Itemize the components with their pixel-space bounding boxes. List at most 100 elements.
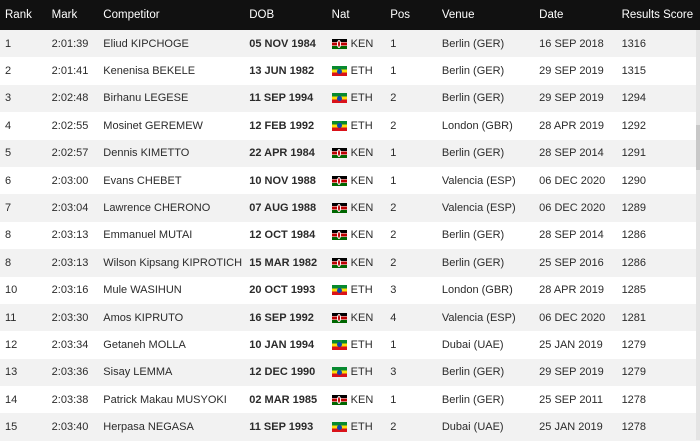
cell-competitor[interactable]: Mule WASIHUN	[103, 284, 182, 297]
cell-date: 06 DEC 2020	[539, 174, 606, 187]
header-venue[interactable]: Venue	[441, 9, 475, 21]
ethiopia-flag-icon	[331, 285, 347, 296]
cell-rank: 12	[5, 338, 18, 351]
cell-competitor[interactable]: Patrick Makau MUSYOKI	[103, 393, 227, 406]
cell-dob: 07 AUG 1988	[249, 202, 317, 215]
nat-code: ETH	[350, 284, 373, 297]
cell-score: 1278	[621, 421, 647, 434]
cell-venue: Berlin (GER)	[441, 147, 505, 160]
nat-code: ETH	[350, 421, 373, 434]
kenya-flag-icon	[331, 148, 347, 159]
ethiopia-flag-icon	[331, 66, 347, 77]
cell-pos: 2	[390, 202, 397, 215]
table-row[interactable]: 5 2:02:57 Dennis KIMETTO 22 APR 1984 KEN 1 Ber…	[0, 139, 700, 167]
cell-pos: 4	[390, 311, 397, 324]
cell-competitor[interactable]: Sisay LEMMA	[103, 366, 173, 379]
header-date[interactable]: Date	[539, 9, 564, 21]
cell-competitor[interactable]: Kenenisa BEKELE	[103, 65, 196, 78]
cell-score: 1291	[621, 147, 647, 160]
cell-score: 1315	[621, 65, 647, 78]
cell-mark: 2:03:30	[51, 311, 89, 324]
cell-competitor[interactable]: Amos KIPRUTO	[103, 311, 184, 324]
cell-rank: 4	[5, 119, 12, 132]
cell-competitor[interactable]: Birhanu LEGESE	[103, 92, 189, 105]
header-dob[interactable]: DOB	[249, 9, 275, 21]
cell-venue: Dubai (UAE)	[441, 421, 504, 434]
table-row[interactable]: 11 2:03:30 Amos KIPRUTO 16 SEP 1992 KEN 4 Vale…	[0, 303, 700, 332]
cell-date: 25 SEP 2016	[539, 256, 604, 269]
scrollbar-track[interactable]	[696, 30, 700, 440]
cell-competitor[interactable]: Mosinet GEREMEW	[103, 119, 203, 132]
cell-dob: 10 JAN 1994	[249, 338, 315, 351]
table-row[interactable]: 2 2:01:41 Kenenisa BEKELE 13 JUN 1982 ETH 1 Be…	[0, 57, 700, 85]
table-row[interactable]: 7 2:03:04 Lawrence CHERONO 07 AUG 1988 KEN 2 V…	[0, 194, 700, 222]
header-nat[interactable]: Nat	[331, 9, 350, 21]
cell-score: 1286	[621, 256, 647, 269]
cell-pos: 2	[390, 421, 397, 434]
table-row[interactable]: 14 2:03:38 Patrick Makau MUSYOKI 02 MAR 198…	[0, 386, 700, 414]
cell-rank: 11	[5, 311, 17, 324]
header-rank[interactable]: Rank	[5, 9, 32, 21]
cell-mark: 2:03:13	[51, 229, 89, 242]
cell-nat: KEN	[331, 147, 391, 160]
cell-date: 25 JAN 2019	[539, 421, 603, 434]
nat-code: KEN	[350, 37, 374, 50]
table-row[interactable]: 3 2:02:48 Birhanu LEGESE 11 SEP 1994 ETH 2 Ber…	[0, 84, 700, 113]
cell-pos: 1	[390, 37, 397, 50]
kenya-flag-icon	[331, 312, 347, 323]
cell-competitor[interactable]: Dennis KIMETTO	[103, 147, 190, 160]
kenya-flag-icon	[331, 394, 347, 405]
header-score[interactable]: Results Score	[621, 9, 694, 21]
cell-nat: KEN	[331, 37, 391, 50]
cell-nat: KEN	[331, 202, 391, 214]
header-mark[interactable]: Mark	[51, 9, 78, 21]
nat-code: KEN	[350, 393, 374, 406]
cell-date: 28 SEP 2014	[539, 147, 604, 160]
cell-rank: 14	[5, 393, 18, 406]
cell-date: 06 DEC 2020	[539, 202, 606, 215]
cell-date: 29 SEP 2019	[539, 65, 604, 78]
cell-pos: 1	[390, 174, 397, 187]
cell-venue: Berlin (GER)	[441, 92, 505, 105]
nat-code: KEN	[350, 147, 374, 160]
table-row[interactable]: 6 2:03:00 Evans CHEBET 10 NOV 1988 KEN 1 Valen…	[0, 166, 700, 195]
cell-pos: 1	[390, 65, 397, 78]
cell-score: 1281	[621, 311, 647, 324]
table-row[interactable]: 4 2:02:55 Mosinet GEREMEW 12 FEB 1992 ETH 2 Lo…	[0, 112, 700, 140]
cell-competitor[interactable]: Getaneh MOLLA	[103, 338, 186, 351]
table-row[interactable]: 12 2:03:34 Getaneh MOLLA 10 JAN 1994 ETH 1 Dub…	[0, 331, 700, 359]
cell-nat: KEN	[331, 393, 391, 406]
cell-competitor[interactable]: Herpasa NEGASA	[103, 421, 194, 434]
table-row[interactable]: 1 2:01:39 Eliud KIPCHOGE 05 NOV 1984 KEN 1 Ber…	[0, 30, 700, 58]
nat-code: ETH	[350, 65, 373, 78]
cell-competitor[interactable]: Eliud KIPCHOGE	[103, 37, 189, 50]
header-competitor[interactable]: Competitor	[103, 9, 160, 21]
cell-competitor[interactable]: Wilson Kipsang KIPROTICH	[103, 256, 243, 269]
cell-dob: 13 JUN 1982	[249, 65, 315, 78]
ethiopia-flag-icon	[331, 120, 347, 131]
kenya-flag-icon	[331, 38, 347, 49]
kenya-flag-icon	[331, 257, 347, 268]
nat-code: KEN	[350, 256, 374, 269]
cell-rank: 8	[5, 229, 12, 242]
scrollbar-thumb[interactable]	[696, 125, 700, 170]
cell-dob: 11 SEP 1994	[249, 92, 314, 105]
table-row[interactable]: 10 2:03:16 Mule WASIHUN 20 OCT 1993 ETH 3 Lond…	[0, 276, 700, 304]
cell-pos: 3	[390, 366, 397, 379]
cell-mark: 2:03:13	[51, 256, 89, 269]
cell-rank: 2	[5, 65, 12, 78]
cell-venue: London (GBR)	[441, 284, 513, 297]
table-row[interactable]: 8 2:03:13 Emmanuel MUTAI 12 OCT 1984 KEN 2 Ber…	[0, 221, 700, 250]
cell-nat: KEN	[331, 312, 391, 324]
cell-pos: 3	[390, 284, 397, 297]
cell-competitor[interactable]: Evans CHEBET	[103, 174, 182, 187]
cell-competitor[interactable]: Emmanuel MUTAI	[103, 229, 193, 242]
cell-venue: Berlin (GER)	[441, 229, 505, 242]
table-row[interactable]: 8 2:03:13 Wilson Kipsang KIPROTICH 15 MAR 1…	[0, 249, 700, 277]
table-row[interactable]: 13 2:03:36 Sisay LEMMA 12 DEC 1990 ETH 3 Berli…	[0, 358, 700, 387]
cell-competitor[interactable]: Lawrence CHERONO	[103, 202, 211, 215]
table-row[interactable]: 15 2:03:40 Herpasa NEGASA 11 SEP 1993 ETH 2 Du…	[0, 413, 700, 441]
cell-mark: 2:01:41	[51, 65, 89, 78]
header-pos[interactable]: Pos	[390, 9, 411, 21]
